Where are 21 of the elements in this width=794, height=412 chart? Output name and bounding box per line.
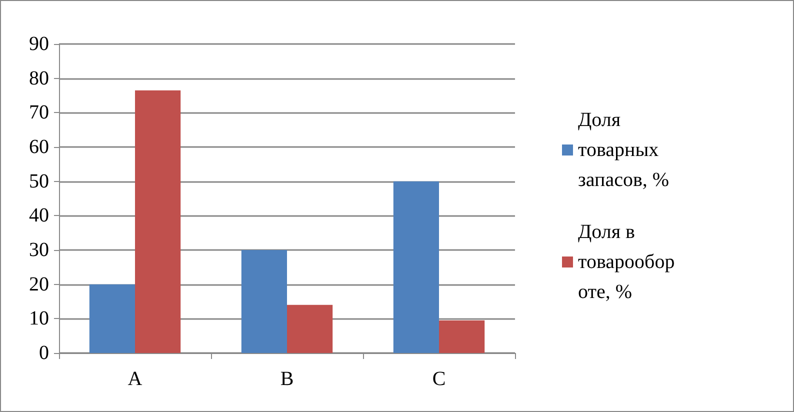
- bar: [287, 304, 333, 353]
- y-tick-label: 10: [29, 308, 49, 330]
- legend-label: Доля товарных запасов, %: [578, 109, 670, 191]
- y-tick-label: 0: [39, 342, 49, 364]
- bar: [135, 90, 181, 353]
- y-tick-label: 20: [29, 273, 49, 296]
- x-tick-label: B: [280, 368, 294, 390]
- bar: [241, 250, 287, 353]
- y-tick-label: 90: [29, 33, 49, 55]
- bar: [393, 181, 439, 353]
- y-tick-label: 70: [29, 102, 49, 124]
- bar: [439, 320, 485, 353]
- y-tick-label: 60: [29, 136, 49, 158]
- legend-label: Доля в товарообороте, %: [578, 221, 675, 303]
- y-tick-label: 30: [29, 239, 49, 261]
- y-tick-label: 80: [29, 67, 49, 90]
- y-tick-label: 50: [29, 170, 49, 192]
- x-tick-label: A: [128, 368, 143, 390]
- bar: [89, 284, 135, 353]
- x-tick-label: C: [432, 368, 446, 390]
- y-tick-label: 40: [29, 204, 49, 227]
